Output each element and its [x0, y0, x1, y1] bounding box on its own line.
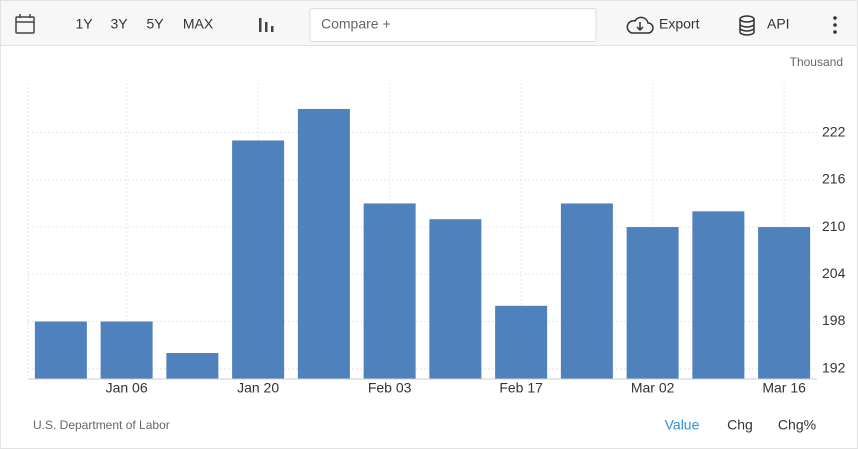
source: U.S. Department of Labor: [33, 418, 170, 432]
compare-placeholder: Compare +: [321, 16, 391, 32]
view-button[interactable]: Value: [665, 417, 700, 433]
export-icon[interactable]: [626, 16, 654, 34]
x-tick-label: Mar 16: [762, 380, 806, 396]
view-button[interactable]: Chg%: [778, 417, 816, 433]
menu-icon[interactable]: [833, 16, 837, 34]
bar: [758, 227, 811, 379]
unit-label: Thousand: [790, 55, 843, 69]
bar: [692, 211, 745, 379]
bar: [429, 219, 482, 379]
y-tick-label: 204: [822, 265, 846, 281]
bar: [626, 227, 679, 379]
bar: [166, 353, 219, 379]
range-button[interactable]: MAX: [183, 16, 214, 32]
y-tick-label: 198: [822, 312, 846, 328]
x-tick-label: Feb 17: [499, 380, 543, 396]
view-button[interactable]: Chg: [727, 417, 753, 433]
x-tick-label: Mar 02: [631, 380, 675, 396]
bar: [297, 108, 350, 379]
api-button[interactable]: API: [767, 16, 790, 32]
range-button[interactable]: 5Y: [146, 16, 164, 32]
y-tick-label: 222: [822, 123, 846, 139]
y-tick-label: 216: [822, 171, 846, 187]
bar: [363, 203, 416, 379]
bar: [560, 203, 613, 379]
bar: [232, 140, 285, 379]
bar: [100, 321, 153, 379]
range-button[interactable]: 1Y: [75, 16, 93, 32]
x-tick-label: Jan 20: [237, 380, 279, 396]
range-button[interactable]: 3Y: [110, 16, 128, 32]
x-tick-label: Jan 06: [106, 380, 148, 396]
bar: [34, 321, 87, 379]
export-button[interactable]: Export: [659, 16, 700, 32]
calendar-icon[interactable]: [15, 14, 35, 34]
bar: [495, 305, 548, 379]
y-tick-label: 192: [822, 359, 846, 375]
y-tick-label: 210: [822, 218, 846, 234]
api-icon[interactable]: [739, 15, 755, 36]
x-tick-label: Feb 03: [368, 380, 412, 396]
compare-input[interactable]: [309, 8, 597, 42]
chart-type-icon[interactable]: [259, 18, 274, 32]
